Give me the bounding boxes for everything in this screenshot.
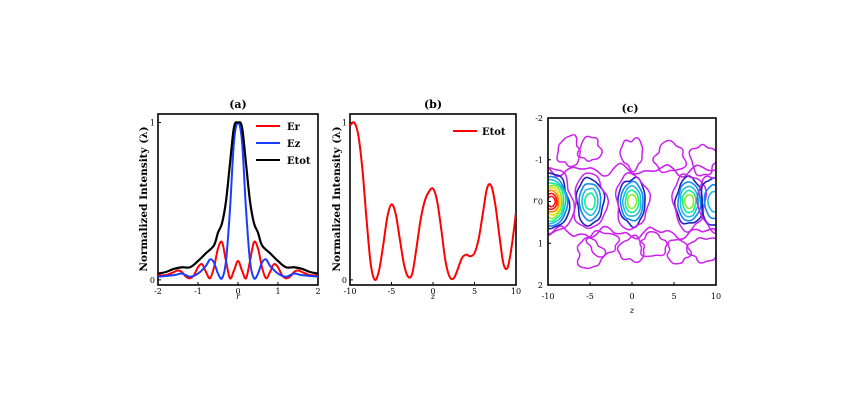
x-tick-label: -10 — [542, 292, 555, 301]
y-tick-label: 0 — [342, 276, 347, 285]
panel-b-ticks: -10 -5 0 5 10 0 1 — [342, 119, 521, 296]
panel-a-legend: Er Ez Etot — [256, 122, 311, 167]
series-etot-line — [350, 121, 516, 282]
x-tick-label: 10 — [511, 287, 521, 296]
panel-a-ticks: -2 -1 0 1 2 0 1 — [150, 119, 321, 296]
contour-ring — [575, 176, 606, 227]
panel-b: (b) -10 -5 0 5 10 0 1 Normalized Intensity (λ)… — [331, 98, 521, 301]
x-tick-label: -10 — [344, 287, 357, 296]
x-tick-label: -5 — [388, 287, 396, 296]
contour-outer-ring — [671, 173, 708, 233]
contour-side-lobe — [556, 134, 582, 168]
contour-ring — [583, 192, 596, 211]
contour-ring — [673, 175, 704, 225]
contour-side-lobe — [576, 236, 607, 270]
x-tick-label: 2 — [315, 287, 320, 296]
contour-ring — [578, 182, 602, 222]
panel-c-title: (c) — [621, 102, 638, 115]
contour-ring — [679, 185, 700, 218]
x-tick-label: 0 — [629, 292, 634, 301]
contour-ring — [548, 184, 563, 220]
contour-side-lobe — [688, 143, 716, 177]
panel-b-legend: Etot — [453, 127, 506, 138]
contour-ring — [703, 183, 716, 220]
x-tick-label: -2 — [154, 287, 162, 296]
contour-side-lobe — [652, 139, 688, 174]
panel-c-ylabel: r — [533, 196, 538, 205]
y-tick-label: 2 — [538, 281, 543, 290]
contour-ring — [548, 186, 561, 216]
x-tick-label: -1 — [194, 287, 202, 296]
contour-ring — [681, 189, 697, 214]
x-tick-label: 0 — [235, 287, 240, 296]
contour-side-lobe — [585, 230, 621, 258]
panel-b-frame — [349, 113, 517, 286]
contour-ring — [581, 187, 599, 217]
contour-side-lobe — [686, 237, 716, 264]
contour-ring — [683, 193, 695, 210]
contour-side-lobe — [619, 136, 644, 173]
x-tick-label: -5 — [586, 292, 594, 301]
contour-ring — [548, 182, 565, 223]
panel-a-title: (a) — [229, 98, 247, 111]
x-tick-label: 0 — [430, 287, 435, 296]
contour-ring — [548, 178, 567, 225]
series-er-line — [158, 240, 318, 280]
contour-ring — [548, 172, 571, 230]
y-tick-label: -2 — [535, 114, 543, 123]
legend-ez-label: Ez — [287, 139, 301, 150]
contour-side-lobe — [639, 230, 668, 258]
contour-ring — [624, 189, 640, 214]
y-tick-label: 1 — [150, 119, 155, 128]
series-etot-line — [158, 121, 318, 275]
contour-ring — [677, 181, 702, 222]
contour-ring — [707, 190, 716, 213]
contour-outer-ring — [696, 175, 716, 234]
x-tick-label: 5 — [671, 292, 676, 301]
contour-ring — [700, 177, 716, 226]
x-tick-label: 5 — [472, 287, 477, 296]
contour-ring — [621, 184, 642, 217]
panel-b-xlabel: z — [430, 292, 436, 301]
panel-b-ylabel: Normalized Intensity (λ) — [331, 126, 343, 271]
contour-outer-ring — [614, 172, 652, 231]
x-tick-label: 10 — [711, 292, 721, 301]
contour-ring — [548, 195, 557, 208]
legend-etot-label: Etot — [287, 156, 311, 167]
contour-side-lobe — [616, 234, 646, 264]
contour-plot — [548, 134, 716, 270]
y-tick-label: 0 — [538, 198, 543, 207]
contour-outer-ring — [573, 172, 610, 230]
panel-a: (a) -2 -1 0 1 2 0 1 Normalized Intensity (λ) r… — [138, 98, 321, 301]
contour-ring — [626, 193, 638, 210]
y-tick-label: 0 — [150, 276, 155, 285]
panel-c-xlabel: z — [629, 306, 635, 315]
y-tick-label: 1 — [342, 119, 347, 128]
y-tick-label: 1 — [538, 239, 543, 248]
contour-ring — [548, 175, 569, 227]
contour-ring — [619, 180, 644, 222]
contour-ring — [548, 192, 558, 211]
contour-side-lobe — [576, 135, 603, 162]
x-tick-label: 1 — [275, 287, 280, 296]
contour-ring — [548, 189, 560, 213]
panel-a-xlabel: r — [236, 292, 241, 301]
contour-outer-ring — [548, 166, 576, 235]
contour-envelope — [548, 162, 716, 241]
legend-er-label: Er — [287, 122, 301, 133]
y-tick-label: -1 — [535, 156, 543, 165]
panel-b-title: (b) — [424, 98, 442, 111]
legend-etot-label: Etot — [482, 127, 506, 138]
contour-side-lobe — [666, 238, 693, 265]
panel-a-ylabel: Normalized Intensity (λ) — [138, 126, 150, 271]
